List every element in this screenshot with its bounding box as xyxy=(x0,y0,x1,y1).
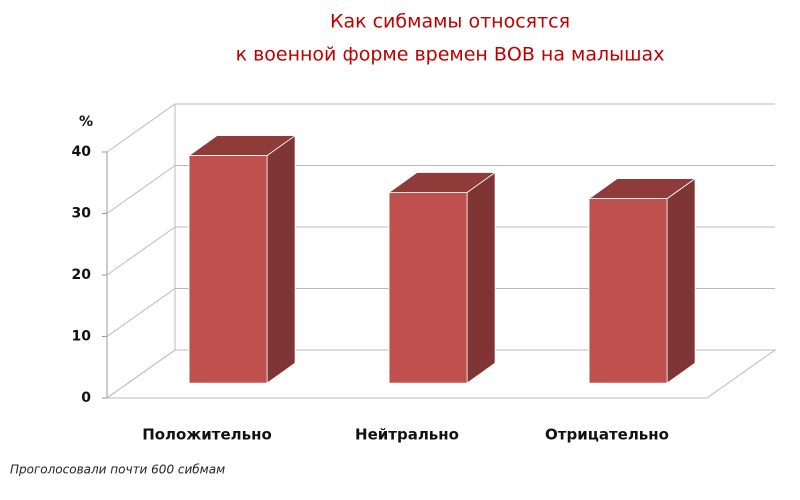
note: Проголосовали почти 600 сибмам xyxy=(10,463,225,477)
x-tick-label: Нейтрально xyxy=(355,426,459,444)
y-axis-label: % xyxy=(79,114,93,130)
grid-line xyxy=(106,288,775,337)
y-tick-label: 20 xyxy=(72,267,92,283)
bar xyxy=(587,177,697,384)
grid-line xyxy=(106,103,775,153)
bar-front xyxy=(188,155,268,384)
bar-front xyxy=(588,198,668,384)
bar-front xyxy=(388,192,468,384)
bar xyxy=(387,171,497,384)
x-tick-label: Отрицательно xyxy=(545,426,669,444)
bar xyxy=(187,134,297,384)
y-tick-label: 30 xyxy=(72,206,92,222)
grid-line xyxy=(106,349,775,399)
y-tick-label: 40 xyxy=(72,144,92,160)
y-tick-label: 0 xyxy=(81,390,91,406)
chart-title: к военной форме времен ВОВ на малышах xyxy=(236,44,665,66)
grid-line xyxy=(106,165,775,214)
bar-side xyxy=(466,171,496,384)
grid-line xyxy=(106,226,775,276)
y-tick-label: 10 xyxy=(72,329,92,345)
bar-side xyxy=(266,134,296,384)
bar-side xyxy=(666,177,696,384)
chart-title: Как сибмамы относятся xyxy=(330,11,570,33)
x-tick-label: Положительно xyxy=(142,426,272,444)
